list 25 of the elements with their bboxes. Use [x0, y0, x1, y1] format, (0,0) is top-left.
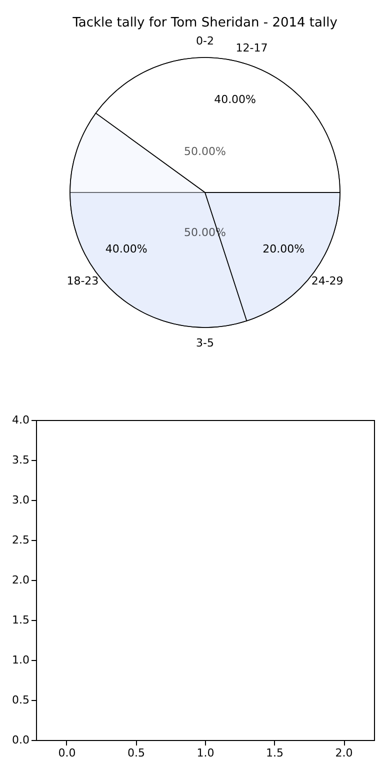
slice-label: 18-23 [66, 274, 99, 288]
slice-label: 3-5 [196, 336, 214, 350]
data-label: 40.00% [214, 93, 256, 106]
y-tick-label: 0.0 [12, 734, 30, 746]
data-label: 40.00% [105, 242, 148, 256]
x-tick-label: 2.0 [335, 746, 353, 760]
y-tick-label: 1.0 [12, 654, 30, 666]
x-tick-label: 0.0 [58, 746, 76, 760]
y-tick-label: 3.5 [12, 454, 30, 466]
y-tick-label: 0.5 [12, 694, 30, 706]
y-tick-label: 3.0 [12, 494, 30, 506]
x-tick-label: 1.5 [266, 746, 284, 760]
slice-label: 12-17 [236, 42, 268, 55]
chart-title: Tackle tally for Tom Sheridan - 2014 tally [72, 15, 338, 30]
data-label: 20.00% [262, 242, 305, 256]
x-tick-label: 0.5 [127, 746, 145, 760]
slice-label: 0-2 [196, 34, 214, 48]
pie-slice [70, 112, 248, 328]
y-tick-label: 4.0 [12, 414, 30, 426]
y-tick-label: 2.5 [12, 534, 30, 546]
y-tick-label: 1.5 [12, 614, 30, 626]
x-tick-label: 1.0 [196, 746, 214, 760]
y-tick-label: 2.0 [12, 574, 30, 586]
slice-label: 24-29 [311, 274, 344, 288]
data-label: 50.00% [184, 145, 226, 158]
